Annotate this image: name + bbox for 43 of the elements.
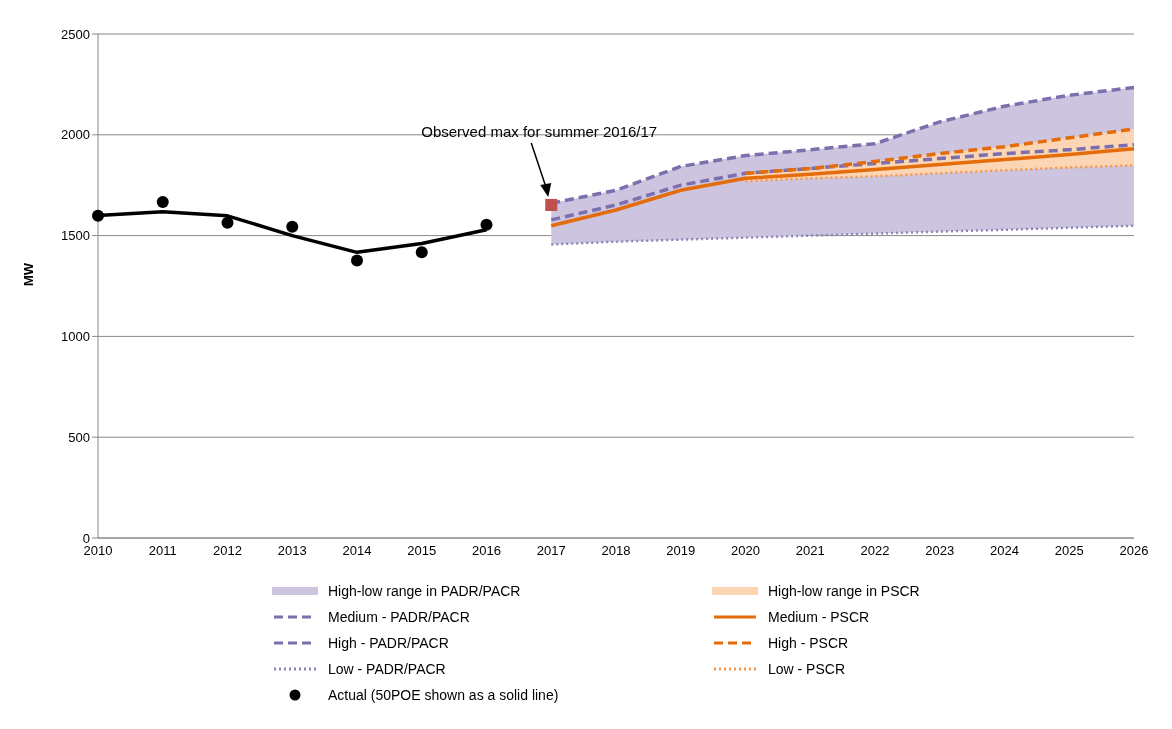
- point: [286, 220, 299, 233]
- x-tick-label: 2019: [666, 543, 696, 559]
- x-tick-label: 2010: [83, 543, 113, 559]
- legend-label: Medium - PADR/PACR: [328, 609, 470, 625]
- x-tick-label: 2025: [1054, 543, 1084, 559]
- x-tick-label: 2013: [277, 543, 307, 559]
- line-series: [550, 224, 1136, 246]
- legend-label: High - PSCR: [768, 635, 849, 651]
- point: [351, 254, 363, 267]
- point: [545, 198, 558, 211]
- y-tick-label: 2000: [61, 127, 90, 143]
- x-tick-label: 2012: [213, 543, 242, 559]
- point: [221, 216, 234, 229]
- legend-label: High - PADR/PACR: [328, 635, 449, 651]
- y-tick-label: 500: [68, 429, 90, 445]
- y-tick-label: 1500: [61, 228, 90, 244]
- x-tick-label: 2014: [342, 543, 372, 559]
- y-tick-label: 1000: [61, 329, 90, 345]
- x-tick-label: 2016: [472, 543, 501, 559]
- legend-label: Medium - PSCR: [768, 609, 870, 625]
- legend-label: Low - PSCR: [768, 661, 846, 677]
- y-axis-title: MW: [20, 262, 36, 286]
- x-tick-label: 2024: [990, 543, 1019, 559]
- x-tick-label: 2011: [148, 543, 177, 559]
- x-tick-label: 2026: [1119, 543, 1149, 559]
- legend-label: High-low range in PSCR: [768, 583, 920, 599]
- x-tick-label: 2017: [536, 543, 566, 559]
- legend-label: Actual (50POE shown as a solid line): [328, 687, 559, 703]
- x-tick-label: 2022: [860, 543, 890, 559]
- x-tick-label: 2023: [925, 543, 955, 559]
- y-tick-label: 2500: [61, 26, 90, 42]
- annotation: Observed max for summer 2016/17: [421, 122, 658, 140]
- point: [156, 195, 169, 208]
- x-tick-label: 2020: [731, 543, 760, 559]
- point: [480, 218, 493, 231]
- x-tick-label: 2015: [407, 543, 437, 559]
- x-tick-label: 2018: [601, 543, 631, 559]
- legend-label: Low - PADR/PACR: [328, 661, 446, 677]
- x-tick-label: 2021: [795, 543, 825, 559]
- point: [92, 209, 104, 222]
- point: [415, 246, 428, 259]
- y-tick-label: 0: [82, 530, 90, 546]
- legend-label: High-low range in PADR/PACR: [328, 583, 521, 599]
